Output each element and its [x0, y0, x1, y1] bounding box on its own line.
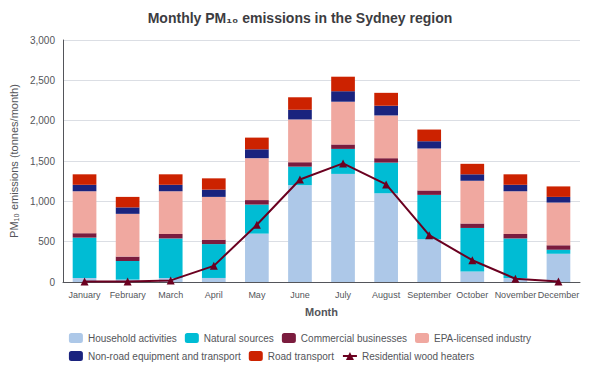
svg-text:Month: Month — [305, 306, 338, 318]
svg-text:Road transport: Road transport — [268, 351, 334, 362]
svg-text:June: June — [290, 290, 310, 300]
svg-text:Residential wood heaters: Residential wood heaters — [362, 351, 474, 362]
svg-text:October: October — [456, 290, 488, 300]
svg-text:Household activities: Household activities — [88, 333, 177, 344]
svg-text:February: February — [110, 290, 147, 300]
svg-text:500: 500 — [38, 236, 55, 247]
svg-text:3,000: 3,000 — [30, 35, 55, 46]
svg-text:1,000: 1,000 — [30, 196, 55, 207]
svg-text:Monthly PM₁₀ emissions in the: Monthly PM₁₀ emissions in the Sydney reg… — [148, 10, 453, 26]
svg-text:2,500: 2,500 — [30, 75, 55, 86]
svg-text:Commercial businesses: Commercial businesses — [301, 333, 407, 344]
svg-text:Natural sources: Natural sources — [204, 333, 274, 344]
svg-text:January: January — [69, 290, 102, 300]
svg-text:May: May — [248, 290, 266, 300]
svg-text:September: September — [407, 290, 451, 300]
svg-text:1,500: 1,500 — [30, 156, 55, 167]
svg-text:EPA-licensed industry: EPA-licensed industry — [434, 333, 531, 344]
svg-text:August: August — [372, 290, 401, 300]
svg-text:PM₁₀ emissions (tonnes/month): PM₁₀ emissions (tonnes/month) — [8, 84, 20, 238]
svg-text:April: April — [205, 290, 223, 300]
svg-text:2,000: 2,000 — [30, 115, 55, 126]
svg-text:March: March — [158, 290, 183, 300]
svg-text:November: November — [495, 290, 537, 300]
svg-text:July: July — [335, 290, 352, 300]
svg-text:Non-road equipment and transpo: Non-road equipment and transport — [88, 351, 241, 362]
svg-text:December: December — [538, 290, 580, 300]
svg-text:0: 0 — [49, 277, 55, 288]
